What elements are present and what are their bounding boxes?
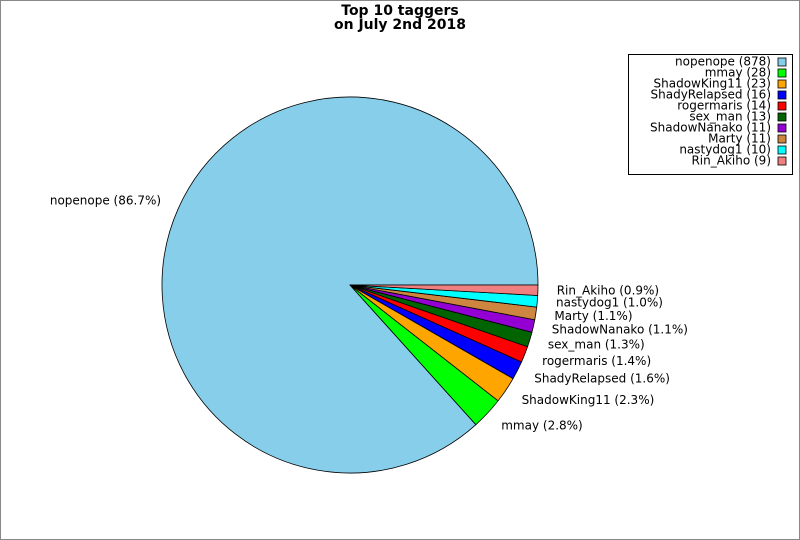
legend: nopenope (878)mmay (28)ShadowKing11 (23)… [628,54,793,175]
legend-label: Marty (11) [708,132,771,146]
legend-swatch [777,134,787,144]
legend-swatch [777,57,787,67]
legend-swatch [777,90,787,100]
pie-slice [349,284,539,296]
legend-label: ShadowKing11 (23) [654,77,772,91]
slice-label: ShadowNanako (1.1%) [552,323,688,337]
slice-label: nastydog1 (1.0%) [556,295,663,309]
slice-label: mmay (2.8%) [501,419,583,433]
legend-swatch [777,112,787,122]
legend-label: mmay (28) [705,66,771,80]
slice-label: Rin_Akiho (0.9%) [557,283,659,297]
legend-label: nastydog1 (10) [679,143,771,157]
legend-label: ShadyRelapsed (16) [651,88,771,102]
legend-label: nopenope (878) [675,55,771,69]
legend-label: ShadowNanako (11) [650,121,771,135]
slice-label: ShadyRelapsed (1.6%) [534,371,670,385]
legend-swatch [777,68,787,78]
legend-label: Rin_Akiho (9) [691,154,771,168]
legend-swatch [777,145,787,155]
slice-label: ShadowKing11 (2.3%) [522,393,655,407]
legend-swatch [777,156,787,166]
slice-label: sex_man (1.3%) [548,338,645,352]
slice-label: nopenope (86.7%) [50,193,161,207]
legend-label: sex_man (13) [689,110,771,124]
legend-swatch [777,79,787,89]
legend-box [628,54,793,175]
legend-label: rogermaris (14) [677,99,771,113]
slice-label: Marty (1.1%) [554,309,632,323]
slice-label: rogermaris (1.4%) [542,354,651,368]
legend-swatch [777,123,787,133]
chart-subtitle: on July 2nd 2018 [334,17,466,33]
legend-swatch [777,101,787,111]
chart-title: Top 10 taggers [341,3,458,19]
